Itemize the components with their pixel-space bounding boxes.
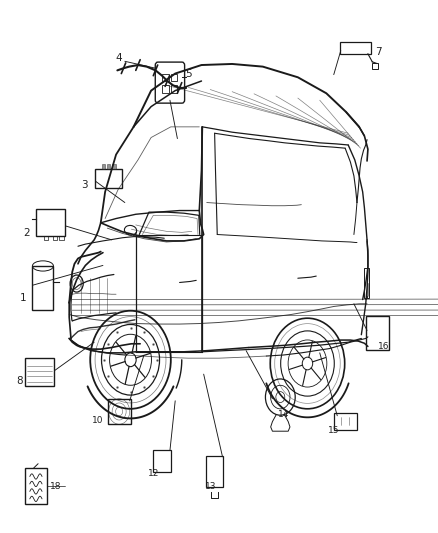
Bar: [108, 399, 131, 424]
Text: 13: 13: [205, 482, 216, 490]
Text: 10: 10: [92, 416, 104, 424]
Text: 14: 14: [278, 410, 290, 419]
Bar: [334, 413, 357, 430]
Bar: [366, 316, 389, 351]
Bar: [32, 266, 53, 310]
Bar: [59, 236, 64, 240]
Bar: [162, 85, 169, 93]
Text: 12: 12: [148, 469, 159, 478]
Bar: [53, 236, 57, 240]
Text: 15: 15: [328, 426, 339, 434]
Bar: [36, 209, 65, 236]
Bar: [162, 74, 169, 81]
Bar: [372, 63, 378, 69]
Bar: [171, 74, 177, 81]
Bar: [44, 236, 48, 240]
Bar: [153, 450, 171, 472]
Bar: [112, 164, 116, 169]
Text: 2: 2: [23, 228, 30, 238]
Text: 16: 16: [378, 342, 389, 351]
Bar: [364, 268, 369, 298]
Text: 4: 4: [115, 53, 122, 62]
Bar: [171, 85, 177, 93]
Bar: [340, 42, 371, 54]
Text: 7: 7: [375, 47, 382, 57]
Bar: [107, 164, 110, 169]
Text: 1: 1: [20, 294, 27, 303]
Text: 5: 5: [185, 69, 192, 78]
Bar: [102, 164, 105, 169]
Bar: [206, 456, 223, 487]
Text: 8: 8: [16, 376, 23, 386]
Bar: [25, 358, 54, 386]
Bar: [95, 169, 122, 188]
Text: 18: 18: [50, 482, 61, 490]
Bar: [25, 468, 47, 504]
Text: 3: 3: [81, 180, 88, 190]
